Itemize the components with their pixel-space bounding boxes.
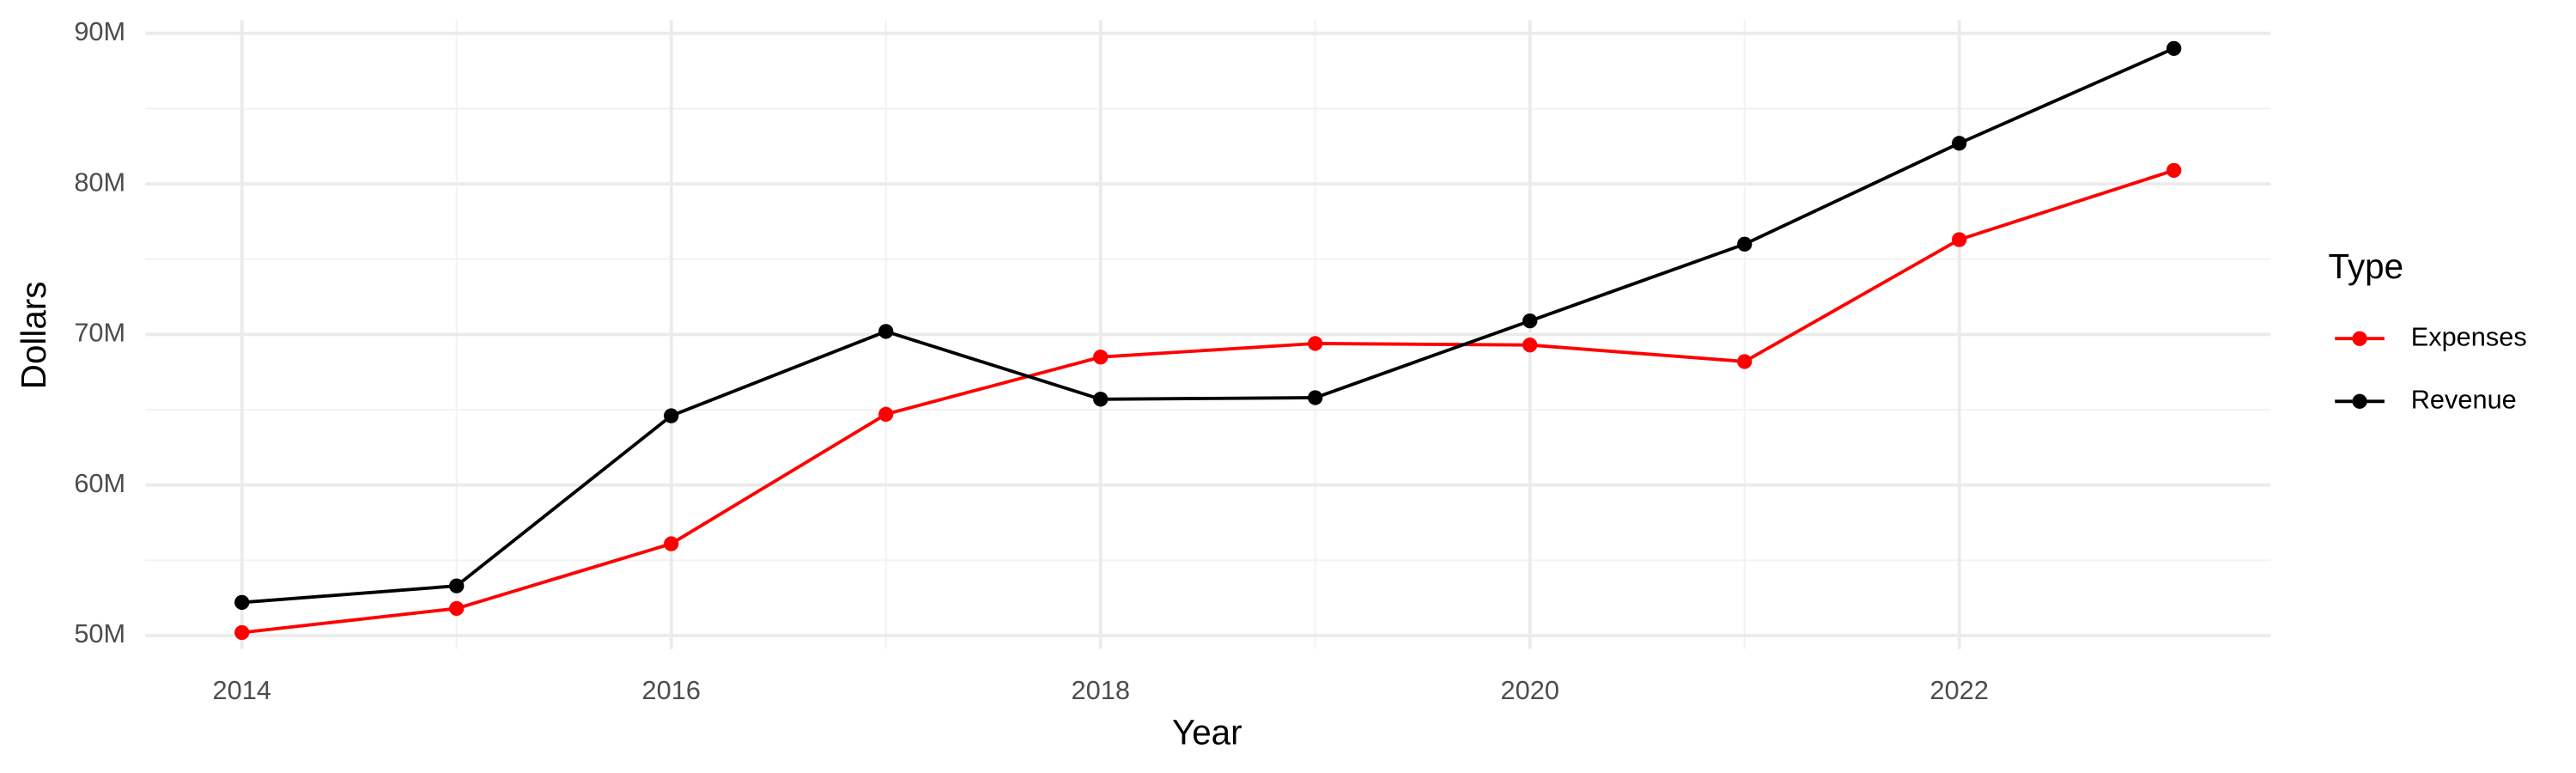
y-axis-title: Dollars	[14, 282, 53, 390]
x-tick-label: 2022	[1930, 675, 1989, 705]
x-tick-label: 2014	[213, 675, 271, 705]
point	[234, 594, 250, 611]
line	[241, 168, 2175, 635]
line	[241, 46, 2175, 605]
point	[664, 408, 679, 423]
y-tick-label: 70M	[74, 318, 125, 348]
legend-title: Type	[2329, 247, 2404, 286]
point	[1952, 136, 1967, 151]
point	[1093, 392, 1109, 407]
legend-label: Expenses	[2411, 321, 2527, 351]
y-tick-label: 50M	[74, 618, 125, 648]
point	[664, 536, 679, 551]
point	[878, 324, 894, 339]
point	[449, 578, 465, 593]
y-tick-label: 60M	[74, 468, 125, 498]
point	[1308, 336, 1323, 351]
point	[1308, 390, 1323, 405]
x-tick-label: 2018	[1072, 675, 1130, 705]
x-axis-title: Year	[1172, 712, 1242, 752]
point	[1093, 350, 1109, 365]
point	[1522, 338, 1538, 353]
point	[2166, 162, 2182, 179]
point	[878, 406, 894, 422]
point	[234, 624, 250, 641]
point	[1522, 313, 1538, 329]
x-tick-label: 2020	[1501, 675, 1559, 705]
legend-swatch	[2352, 331, 2367, 346]
point	[1952, 232, 1967, 247]
x-tick-label: 2016	[642, 675, 701, 705]
point	[449, 600, 465, 617]
y-tick-label: 80M	[74, 167, 125, 197]
point	[1737, 354, 1753, 369]
grid	[145, 20, 2271, 649]
point	[1737, 236, 1753, 252]
point	[2166, 40, 2182, 57]
legend-label: Revenue	[2411, 384, 2517, 414]
legend-swatch	[2352, 393, 2367, 409]
y-tick-label: 90M	[74, 16, 125, 46]
